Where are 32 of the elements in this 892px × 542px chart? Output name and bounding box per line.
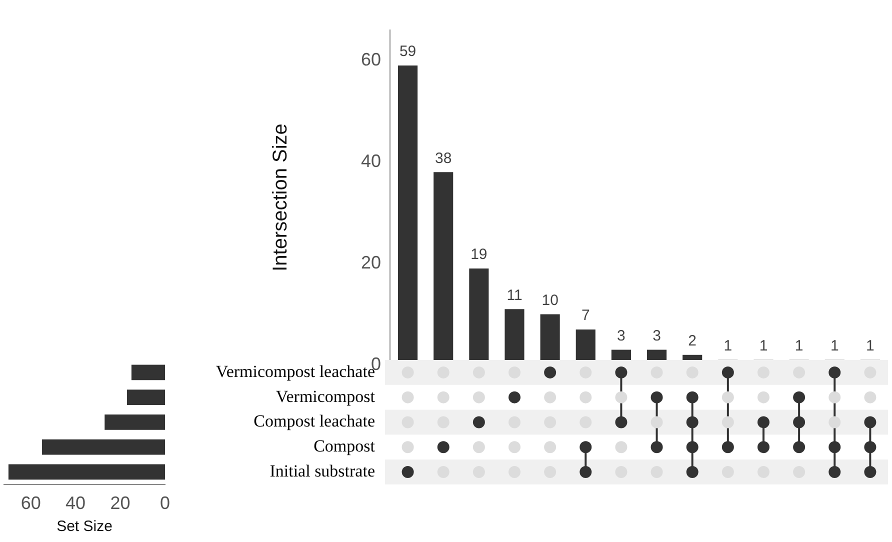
y-axis-title: Intersection Size — [270, 124, 292, 272]
bar — [126, 390, 165, 406]
data-label: 38 — [435, 150, 452, 167]
y-tick-label: 40 — [360, 150, 381, 171]
data-label: 3 — [617, 327, 626, 344]
data-label: 19 — [470, 246, 488, 264]
x-tick-label: 40 — [66, 493, 86, 514]
y-tick-label: Compost leachate — [254, 412, 375, 431]
y-tick-label: Vermicompost — [276, 386, 376, 406]
bar — [131, 364, 165, 380]
data-label: 3 — [652, 327, 661, 344]
bar — [104, 414, 165, 430]
y-tick-label: Compost — [314, 436, 376, 456]
data-label: 1 — [830, 338, 839, 355]
x-tick-label: 60 — [20, 493, 41, 514]
data-label: 1 — [794, 338, 804, 355]
y-tick-label: 20 — [360, 252, 381, 272]
data-label: 1 — [866, 338, 874, 355]
data-label: 1 — [724, 338, 732, 355]
y-tick-label: 60 — [360, 49, 381, 70]
y-tick-label: Initial substrate — [270, 461, 375, 480]
x-tick-label: 0 — [160, 493, 170, 514]
data-label: 7 — [581, 307, 590, 324]
x-tick-label: 20 — [110, 493, 130, 514]
data-label: 1 — [759, 338, 768, 355]
data-label: 2 — [688, 332, 697, 350]
bar — [42, 439, 165, 455]
data-label: 11 — [506, 286, 522, 304]
data-label: 59 — [399, 43, 416, 60]
data-label: 10 — [542, 292, 558, 309]
bar — [8, 464, 165, 480]
x-axis-title: Set Size — [56, 518, 112, 536]
